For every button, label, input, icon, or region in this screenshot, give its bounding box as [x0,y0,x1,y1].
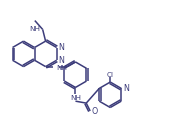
Text: N: N [123,84,129,93]
Text: N: N [58,43,64,52]
Text: N: N [58,56,64,65]
Text: NH: NH [70,95,81,101]
Text: NH: NH [56,65,67,71]
Text: O: O [92,107,98,116]
Text: Cl: Cl [107,72,114,78]
Text: NH: NH [30,26,41,32]
